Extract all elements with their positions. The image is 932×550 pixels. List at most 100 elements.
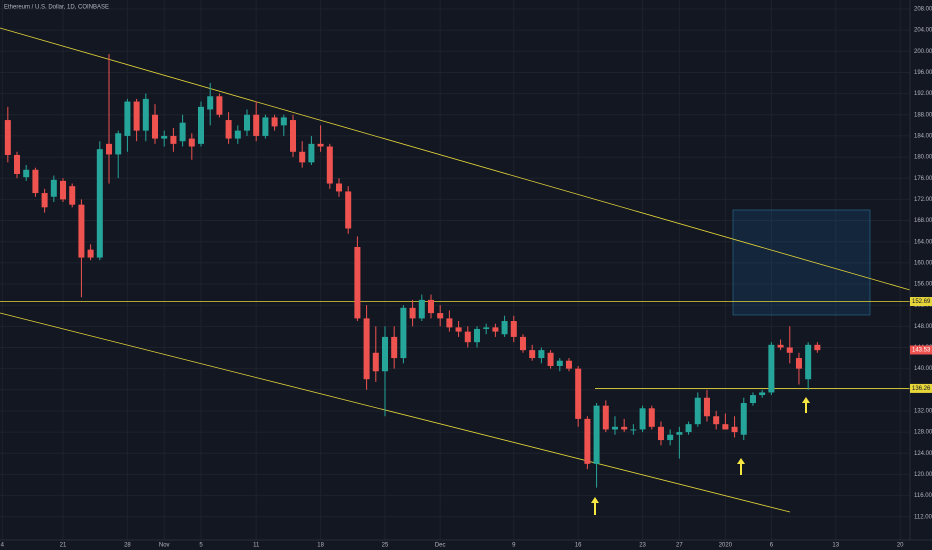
x-tick-label: 25 — [382, 543, 389, 549]
y-tick-label: 208.00 — [914, 7, 932, 13]
y-tick-label: 200.00 — [914, 49, 932, 55]
candle-body — [133, 101, 140, 131]
x-tick-label: 18 — [317, 543, 324, 549]
candle-body — [437, 313, 444, 319]
chart-title: Ethereum / U.S. Dollar, 1D, COINBASE — [4, 5, 109, 11]
candle-body — [593, 405, 600, 464]
candle-body — [547, 352, 554, 366]
candle-body — [289, 120, 296, 152]
price-axis — [910, 0, 932, 550]
x-tick-label: 6 — [770, 543, 774, 549]
candle-body — [216, 96, 223, 115]
candle-body — [299, 151, 306, 163]
candle-body — [565, 360, 572, 369]
y-tick-label: 172.00 — [914, 197, 932, 203]
candle-body — [87, 249, 94, 258]
y-tick-label: 160.00 — [914, 260, 932, 266]
candle-body — [694, 397, 701, 425]
x-tick-label: 20 — [897, 543, 904, 549]
candle-body — [317, 143, 324, 147]
y-tick-label: 156.00 — [914, 282, 932, 288]
y-tick-label: 148.00 — [914, 324, 932, 330]
candles — [4, 53, 821, 488]
axes: 112.00 116.00 120.00 124.00 128.00 132.00 136.… — [1, 7, 932, 549]
candle-body — [602, 405, 609, 430]
candle-body — [345, 191, 352, 229]
candle-body — [363, 318, 370, 380]
candle-body — [418, 299, 425, 319]
candle-body — [280, 117, 287, 126]
candle-body — [630, 429, 637, 431]
candle-body — [667, 434, 674, 441]
candle-body — [244, 114, 251, 131]
x-tick-label: 16 — [575, 543, 582, 549]
candle-body — [207, 96, 214, 110]
candle-body — [722, 424, 729, 430]
candle-body — [14, 154, 21, 175]
y-tick-label: 140.00 — [914, 366, 932, 372]
candle-body — [446, 318, 453, 328]
candle-body — [354, 246, 361, 319]
arrows — [591, 397, 810, 515]
candle-body — [621, 426, 628, 430]
candle-body — [198, 106, 205, 144]
candle-body — [391, 336, 398, 359]
y-tick-label: 188.00 — [914, 112, 932, 118]
x-tick-label: 11 — [253, 543, 260, 549]
x-tick-label: 28 — [124, 543, 131, 549]
candle-body — [78, 204, 85, 258]
candle-body — [519, 336, 526, 351]
candle-body — [538, 350, 545, 359]
candle-body — [501, 321, 508, 335]
candle-body — [427, 299, 434, 314]
candle-body — [805, 344, 812, 380]
levels — [0, 301, 910, 389]
y-tick-label: 180.00 — [914, 155, 932, 161]
candle-body — [648, 408, 655, 427]
y-tick-label: 112.00 — [914, 514, 932, 520]
candle-body — [400, 307, 407, 359]
candle-body — [455, 327, 462, 332]
candle-body — [41, 193, 48, 208]
y-tick-label: 124.00 — [914, 451, 932, 457]
candle-body — [152, 114, 159, 139]
level-label-box — [910, 383, 932, 393]
candle-body — [703, 397, 710, 417]
candle-body — [60, 180, 67, 200]
y-tick-label: 132.00 — [914, 409, 932, 415]
candle-body — [749, 395, 756, 404]
candle-body — [639, 408, 646, 430]
candle-body — [4, 120, 11, 155]
candle-body — [69, 186, 76, 205]
candle-body — [685, 424, 692, 433]
x-tick-label: 13 — [832, 543, 839, 549]
candle-body — [170, 135, 177, 144]
y-tick-label: 120.00 — [914, 472, 932, 478]
x-tick-label: 2020 — [719, 543, 733, 549]
y-tick-label: 168.00 — [914, 218, 932, 224]
candle-body — [529, 350, 536, 359]
candle-body — [271, 117, 278, 127]
candle-body — [731, 426, 738, 433]
x-tick-label: 4 — [1, 543, 5, 549]
candle-body — [483, 327, 490, 329]
x-tick-label: Nov — [159, 543, 170, 549]
candle-body — [464, 331, 471, 343]
x-tick-label: 23 — [639, 543, 646, 549]
x-tick-label: Dec — [435, 543, 446, 549]
x-tick-label: 21 — [60, 543, 67, 549]
candle-body — [657, 426, 664, 441]
grid — [0, 0, 910, 540]
y-tick-label: 176.00 — [914, 176, 932, 182]
candle-body — [142, 98, 149, 131]
candle-body — [473, 328, 480, 343]
x-tick-label: 9 — [512, 543, 516, 549]
arrow — [737, 458, 745, 475]
arrow — [591, 497, 599, 515]
candle-body — [575, 368, 582, 419]
candle-body — [32, 169, 39, 194]
last-price-box — [910, 345, 932, 355]
last-price-label: 143.53 — [912, 348, 931, 354]
